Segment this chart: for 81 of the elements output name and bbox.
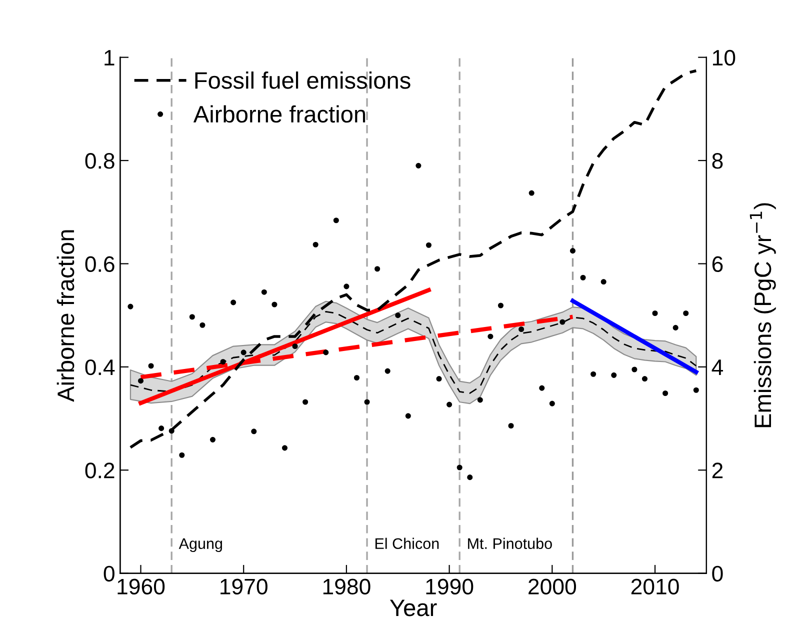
point [508, 422, 514, 429]
x-tick-label: 1960 [118, 578, 165, 594]
point [364, 399, 370, 405]
y2-tick-label: 4 [712, 360, 724, 375]
y-tick-label: 0.2 [85, 462, 114, 478]
point [200, 322, 206, 328]
y-tick-label: 0 [104, 566, 114, 582]
point [498, 302, 504, 308]
point [210, 436, 216, 442]
x-tick-label: 2000 [528, 578, 576, 594]
x-tick-label: 1970 [220, 578, 268, 594]
point [220, 358, 226, 365]
point [518, 326, 524, 332]
ref-line-label: El Chicon [375, 538, 439, 550]
point [446, 402, 452, 408]
point [189, 314, 195, 320]
point [312, 242, 318, 248]
point [138, 378, 144, 384]
y-tick-label: 0.6 [85, 256, 114, 272]
point [323, 350, 329, 356]
point [467, 474, 473, 480]
point [395, 312, 401, 318]
point [580, 274, 586, 280]
point [642, 376, 648, 382]
y-tick-label: 1 [104, 50, 114, 66]
y2-tick-label: 10 [712, 50, 736, 66]
ref-line-label: Mt. Pinotubo [468, 538, 552, 550]
point [600, 279, 606, 285]
ref-line-label: Agung [178, 538, 222, 552]
point [261, 289, 267, 295]
y2-tick-label: 8 [712, 153, 723, 169]
point [528, 190, 534, 196]
point [426, 242, 432, 248]
x-tick-label: 1990 [426, 578, 474, 594]
point [539, 385, 545, 391]
x-tick-label: 2010 [631, 578, 679, 594]
point [672, 324, 678, 330]
point [456, 464, 462, 470]
point [477, 397, 483, 403]
legend-label: Airborne fraction [193, 105, 366, 123]
point [179, 452, 185, 458]
point [652, 310, 658, 316]
point [333, 218, 339, 224]
x-axis-title: Year [390, 600, 437, 616]
point [240, 350, 246, 356]
point [292, 343, 298, 350]
point [384, 368, 390, 374]
point [374, 266, 380, 272]
point [282, 445, 288, 451]
x-tick-label: 1980 [323, 578, 370, 594]
point [549, 400, 555, 406]
point [416, 162, 422, 168]
y2-tick-label: 6 [712, 256, 723, 272]
y2-tick-label: 0 [712, 566, 723, 582]
point [354, 374, 360, 381]
y-axis-title: Airborne fraction [56, 230, 74, 402]
point [560, 319, 566, 325]
legend-label: Fossil fuel emissions [195, 71, 410, 89]
point [611, 372, 617, 378]
line-series [129, 69, 698, 449]
y2-axis-title: Emissions (PgC yr$^{−1}$) [750, 203, 776, 428]
y-tick-label: 0.4 [85, 359, 115, 376]
point [488, 334, 494, 340]
point [148, 363, 154, 369]
point [570, 248, 576, 254]
point [302, 399, 308, 405]
point [590, 371, 596, 377]
point [693, 387, 699, 393]
point [251, 428, 257, 434]
y2-tick-label: 2 [712, 462, 723, 478]
point [662, 390, 668, 396]
point [272, 302, 278, 308]
point [683, 310, 689, 316]
y-tick-label: 0.8 [85, 153, 114, 169]
point [632, 366, 638, 372]
point [344, 284, 350, 290]
point [158, 426, 164, 432]
point [128, 304, 134, 310]
point [436, 376, 442, 382]
point [405, 413, 411, 419]
point [230, 300, 236, 306]
